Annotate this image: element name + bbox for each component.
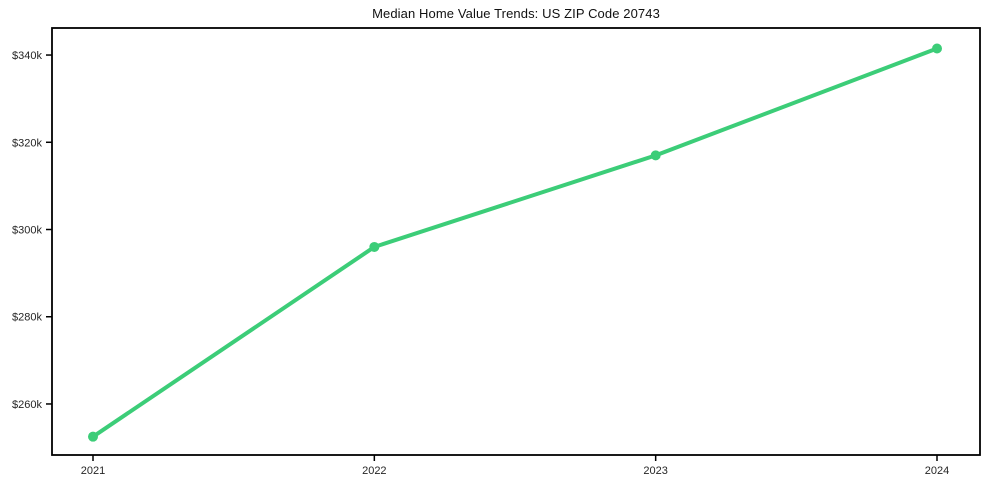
chart-title: Median Home Value Trends: US ZIP Code 20… [372,6,660,21]
data-point-marker [88,431,98,442]
y-tick-label: $340k [12,50,42,62]
data-point-marker [650,150,661,161]
data-point-marker [932,43,942,54]
x-tick-label: 2021 [81,465,105,477]
x-tick-label: 2024 [925,465,949,477]
y-tick-label: $320k [12,137,42,149]
x-tick-label: 2023 [643,465,667,477]
x-tick-label: 2022 [362,465,386,477]
y-tick-label: $280k [12,312,42,324]
y-tick-label: $300k [12,225,42,237]
data-point-marker [369,241,380,252]
y-tick-label: $260k [12,399,42,411]
axes-spines [51,27,981,456]
series-line [91,46,939,439]
plot-area [52,28,980,455]
